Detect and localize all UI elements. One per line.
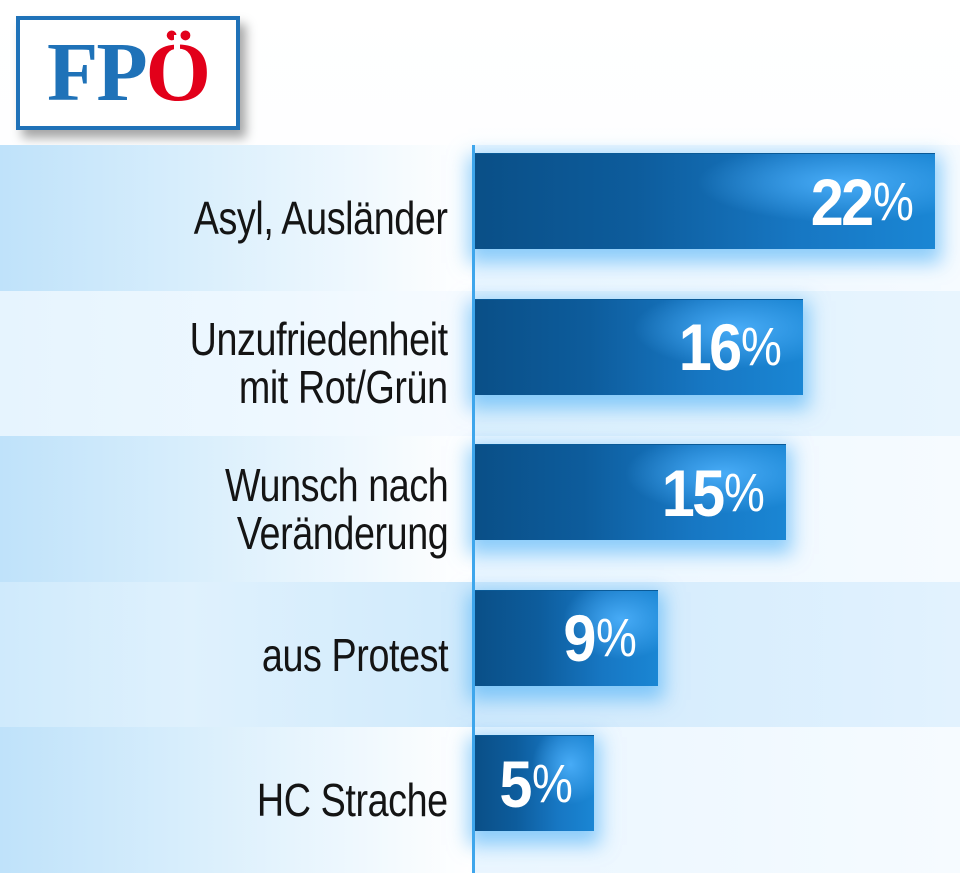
logo-text-fp: FP <box>47 26 148 119</box>
bar-value: 9 <box>563 601 597 676</box>
row-label: Wunsch nach Veränderung <box>224 458 449 559</box>
bar-unzufriedenheit: 16% <box>474 298 803 395</box>
percent-sign: % <box>740 317 782 378</box>
bar-protest: 9% <box>474 589 658 686</box>
row-label: Unzufriedenheit mit Rot/Grün <box>189 313 448 414</box>
vertical-axis-line <box>472 145 475 873</box>
bar-value: 5 <box>499 746 533 821</box>
logo-text-oe: Ö <box>145 26 211 119</box>
percent-sign: % <box>531 753 573 814</box>
bar-value: 15 <box>661 455 724 530</box>
chart-row: aus Protest 9% <box>0 581 960 728</box>
bar-veraenderung: 15% <box>474 444 786 541</box>
bar-track: 9% <box>472 581 960 728</box>
chart-row: Asyl, Ausländer 22% <box>0 145 960 291</box>
bar-asyl: 22% <box>474 153 935 249</box>
row-label-area: aus Protest <box>0 581 472 728</box>
chart-rows: Asyl, Ausländer 22% Unzufriedenheit mit R… <box>0 145 960 873</box>
bar-track: 15% <box>472 436 960 582</box>
row-label-area: Wunsch nach Veränderung <box>0 436 472 582</box>
chart-row: Wunsch nach Veränderung 15% <box>0 436 960 582</box>
row-label-area: HC Strache <box>0 727 472 873</box>
percent-sign: % <box>595 608 637 669</box>
bar-track: 16% <box>472 290 960 437</box>
bar-value: 16 <box>678 310 741 385</box>
row-label-area: Asyl, Ausländer <box>0 145 472 291</box>
row-label: Asyl, Ausländer <box>194 191 448 244</box>
fpoe-logo: FP Ö <box>16 16 240 130</box>
bar-track: 22% <box>472 145 960 291</box>
bar-track: 5% <box>472 727 960 873</box>
chart-row: Unzufriedenheit mit Rot/Grün 16% <box>0 290 960 437</box>
bar-value: 22 <box>810 164 873 239</box>
bar-hc-strache: 5% <box>474 735 594 832</box>
row-label: HC Strache <box>257 774 448 827</box>
row-label: aus Protest <box>261 628 449 681</box>
percent-sign: % <box>723 462 765 523</box>
chart-row: HC Strache 5% <box>0 727 960 873</box>
percent-sign: % <box>872 171 914 232</box>
row-label-area: Unzufriedenheit mit Rot/Grün <box>0 290 472 437</box>
